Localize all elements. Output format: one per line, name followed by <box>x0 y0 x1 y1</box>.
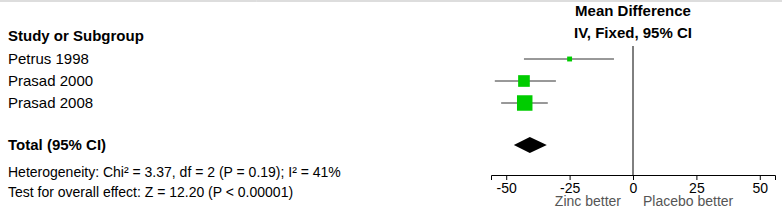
study-label: Petrus 1998 <box>8 50 89 67</box>
study-label: Prasad 2008 <box>8 94 93 111</box>
note: Heterogeneity: Chi² = 3.37, df = 2 (P = … <box>8 164 341 180</box>
tick-label: 50 <box>752 180 768 196</box>
note: Test for overall effect: Z = 12.20 (P < … <box>8 184 293 200</box>
point-estimate <box>518 75 530 87</box>
effect-header: Mean Difference <box>575 2 691 19</box>
favours-left: Zinc better <box>555 193 621 209</box>
favours-right: Placebo better <box>643 193 734 209</box>
plot-area <box>495 57 614 153</box>
forest-plot: Study or Subgroup Mean Difference IV, Fixe… <box>0 0 782 212</box>
total-label: Total (95% CI) <box>8 136 106 153</box>
tick: 50 <box>752 175 768 196</box>
tick-label: 0 <box>630 180 638 196</box>
study-label: Prasad 2000 <box>8 72 93 89</box>
point-estimate <box>567 57 572 62</box>
effect-subheader: IV, Fixed, 95% CI <box>574 24 692 41</box>
tick: -50 <box>497 175 517 196</box>
tick: 0 <box>630 175 638 196</box>
point-estimate <box>517 95 532 110</box>
total-diamond <box>514 137 547 153</box>
row-header: Study or Subgroup <box>8 27 144 44</box>
tick-label: -50 <box>497 180 517 196</box>
zero-line <box>633 46 634 175</box>
